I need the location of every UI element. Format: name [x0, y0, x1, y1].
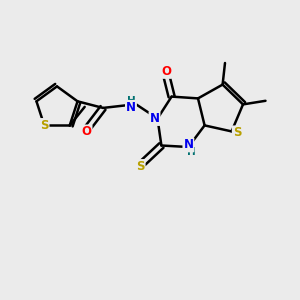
- Text: S: S: [40, 119, 49, 132]
- Text: O: O: [82, 125, 92, 138]
- Text: N: N: [126, 101, 136, 114]
- Text: H: H: [127, 96, 135, 106]
- Text: O: O: [161, 65, 171, 78]
- Text: N: N: [149, 112, 160, 125]
- Text: H: H: [187, 146, 196, 157]
- Text: S: S: [136, 160, 145, 173]
- Text: S: S: [233, 126, 241, 140]
- Text: N: N: [183, 138, 194, 152]
